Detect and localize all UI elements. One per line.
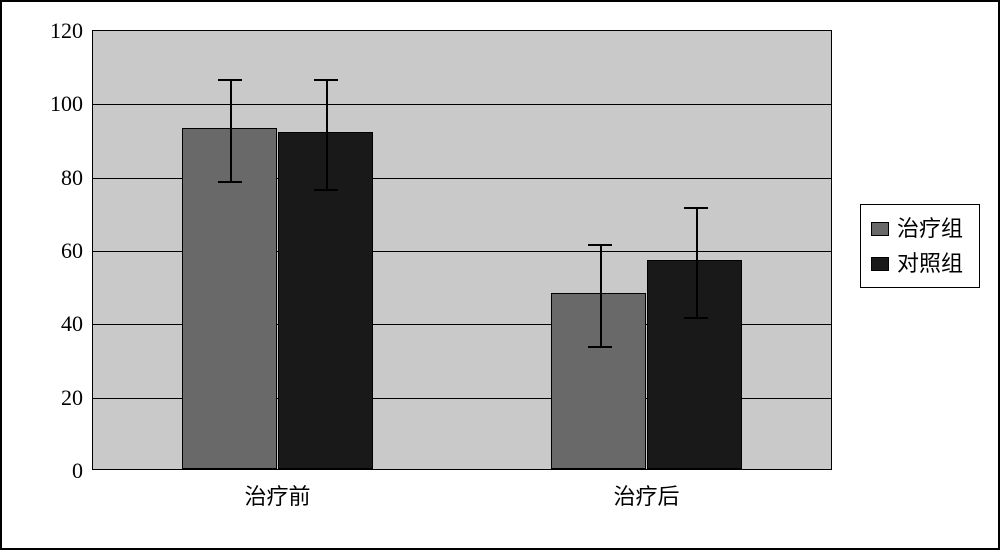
ytick-label: 20 bbox=[61, 385, 93, 411]
ytick-label: 60 bbox=[61, 238, 93, 264]
error-cap bbox=[314, 79, 338, 81]
plot-area: 020406080100120治疗前治疗后 bbox=[92, 30, 832, 470]
gridline bbox=[93, 104, 831, 105]
error-cap bbox=[218, 79, 242, 81]
legend-swatch bbox=[871, 257, 889, 271]
ytick-label: 0 bbox=[72, 458, 93, 484]
error-cap bbox=[218, 181, 242, 183]
bar-治疗组-治疗后 bbox=[551, 293, 647, 469]
category-label: 治疗前 bbox=[244, 469, 310, 511]
chart-frame: 020406080100120治疗前治疗后 治疗组对照组 bbox=[0, 0, 1000, 550]
error-cap bbox=[684, 317, 708, 319]
bar-对照组-治疗后 bbox=[647, 260, 743, 469]
category-label: 治疗后 bbox=[613, 469, 679, 511]
legend-label: 治疗组 bbox=[897, 211, 963, 246]
legend-label: 对照组 bbox=[897, 246, 963, 281]
error-bar bbox=[326, 79, 328, 189]
error-cap bbox=[314, 189, 338, 191]
error-cap bbox=[684, 207, 708, 209]
ytick-label: 100 bbox=[50, 91, 93, 117]
ytick-label: 40 bbox=[61, 311, 93, 337]
error-bar bbox=[696, 207, 698, 317]
legend-item: 治疗组 bbox=[871, 211, 969, 246]
legend-item: 对照组 bbox=[871, 246, 969, 281]
error-bar bbox=[230, 79, 232, 182]
error-cap bbox=[588, 244, 612, 246]
legend-swatch bbox=[871, 222, 889, 236]
error-bar bbox=[600, 244, 602, 347]
ytick-label: 80 bbox=[61, 165, 93, 191]
error-cap bbox=[588, 346, 612, 348]
ytick-label: 120 bbox=[50, 18, 93, 44]
legend: 治疗组对照组 bbox=[860, 204, 980, 288]
